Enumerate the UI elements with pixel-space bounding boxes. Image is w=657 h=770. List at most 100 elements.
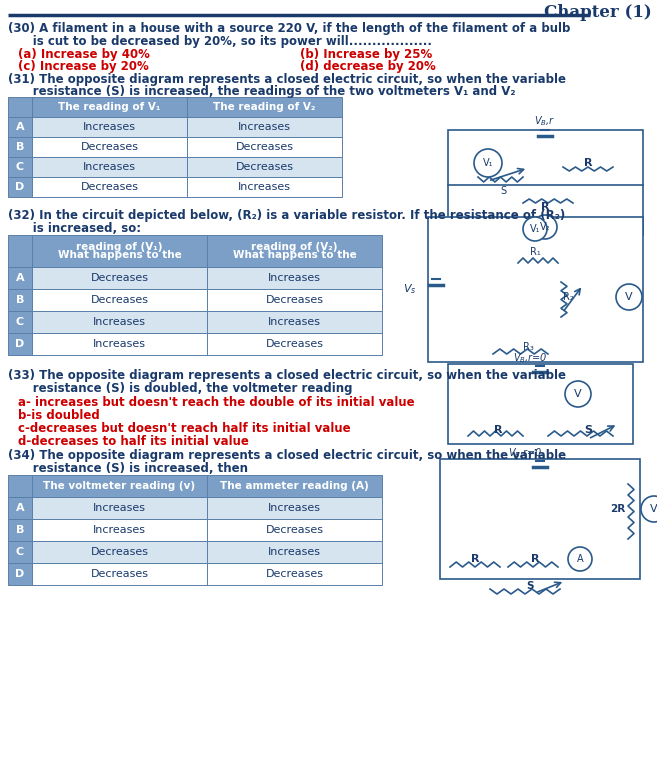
- FancyBboxPatch shape: [32, 177, 187, 197]
- Text: Decreases: Decreases: [265, 525, 323, 535]
- Text: V: V: [625, 292, 633, 302]
- Text: (33) The opposite diagram represents a closed electric circuit, so when the vari: (33) The opposite diagram represents a c…: [8, 369, 566, 382]
- FancyBboxPatch shape: [32, 117, 187, 137]
- Text: Increases: Increases: [268, 273, 321, 283]
- FancyBboxPatch shape: [32, 157, 187, 177]
- FancyBboxPatch shape: [32, 519, 207, 541]
- Text: is cut to be decreased by 20%, so its power will..................: is cut to be decreased by 20%, so its po…: [8, 35, 432, 48]
- Text: resistance (S) is doubled, the voltmeter reading: resistance (S) is doubled, the voltmeter…: [8, 382, 353, 395]
- FancyBboxPatch shape: [187, 157, 342, 177]
- Text: The voltmeter reading (v): The voltmeter reading (v): [43, 481, 196, 491]
- Text: Increases: Increases: [83, 162, 136, 172]
- Text: C: C: [16, 547, 24, 557]
- Text: D: D: [15, 339, 24, 349]
- Text: A: A: [16, 122, 24, 132]
- Text: Decreases: Decreases: [81, 182, 139, 192]
- FancyBboxPatch shape: [207, 519, 382, 541]
- Text: (c) Increase by 20%: (c) Increase by 20%: [18, 60, 148, 73]
- FancyBboxPatch shape: [187, 97, 342, 117]
- Text: Increases: Increases: [93, 317, 146, 327]
- Text: The ammeter reading (A): The ammeter reading (A): [220, 481, 369, 491]
- FancyBboxPatch shape: [32, 497, 207, 519]
- Circle shape: [568, 547, 592, 571]
- FancyBboxPatch shape: [32, 137, 187, 157]
- FancyBboxPatch shape: [32, 267, 207, 289]
- FancyBboxPatch shape: [8, 157, 32, 177]
- FancyBboxPatch shape: [187, 117, 342, 137]
- Bar: [428, 217, 643, 362]
- Text: Decreases: Decreases: [91, 295, 148, 305]
- Text: The reading of V₂: The reading of V₂: [214, 102, 315, 112]
- Text: S: S: [526, 581, 533, 591]
- FancyBboxPatch shape: [32, 333, 207, 355]
- Text: (32) In the circuit depicted below, (R₂) is a variable resistor. If the resistan: (32) In the circuit depicted below, (R₂)…: [8, 209, 565, 222]
- FancyBboxPatch shape: [32, 289, 207, 311]
- Text: C: C: [16, 162, 24, 172]
- FancyBboxPatch shape: [32, 235, 207, 267]
- Text: R₁: R₁: [530, 247, 540, 257]
- FancyBboxPatch shape: [8, 117, 32, 137]
- Text: Decreases: Decreases: [91, 273, 148, 283]
- FancyBboxPatch shape: [207, 267, 382, 289]
- Text: Decreases: Decreases: [265, 339, 323, 349]
- FancyBboxPatch shape: [8, 541, 32, 563]
- FancyBboxPatch shape: [187, 177, 342, 197]
- FancyBboxPatch shape: [8, 519, 32, 541]
- Text: Decreases: Decreases: [235, 162, 294, 172]
- Text: What happens to the: What happens to the: [233, 250, 356, 260]
- Text: R: R: [584, 158, 592, 168]
- FancyBboxPatch shape: [32, 97, 187, 117]
- Text: c-decreases but doesn't reach half its initial value: c-decreases but doesn't reach half its i…: [18, 422, 351, 435]
- Text: S: S: [500, 186, 506, 196]
- FancyBboxPatch shape: [187, 137, 342, 157]
- FancyBboxPatch shape: [32, 311, 207, 333]
- Text: Increases: Increases: [93, 525, 146, 535]
- Text: b-is doubled: b-is doubled: [18, 409, 100, 422]
- Text: $V_s$: $V_s$: [403, 282, 417, 296]
- FancyBboxPatch shape: [8, 267, 32, 289]
- Text: B: B: [16, 142, 24, 152]
- FancyBboxPatch shape: [32, 563, 207, 585]
- Text: R: R: [494, 425, 502, 435]
- Text: Decreases: Decreases: [91, 547, 148, 557]
- Text: Increases: Increases: [268, 503, 321, 513]
- FancyBboxPatch shape: [207, 289, 382, 311]
- FancyBboxPatch shape: [8, 563, 32, 585]
- Text: Increases: Increases: [238, 122, 291, 132]
- Text: (a) Increase by 40%: (a) Increase by 40%: [18, 48, 150, 61]
- Text: (31) The opposite diagram represents a closed electric circuit, so when the vari: (31) The opposite diagram represents a c…: [8, 73, 566, 86]
- Text: V: V: [650, 504, 657, 514]
- Text: What happens to the: What happens to the: [58, 250, 181, 260]
- FancyBboxPatch shape: [32, 475, 207, 497]
- Text: reading of (V₁): reading of (V₁): [76, 242, 163, 252]
- FancyBboxPatch shape: [8, 235, 32, 267]
- Text: $V_B$,r=0: $V_B$,r=0: [512, 351, 547, 365]
- Text: Decreases: Decreases: [235, 142, 294, 152]
- Text: 2R: 2R: [610, 504, 625, 514]
- Text: Increases: Increases: [83, 122, 136, 132]
- Text: V: V: [574, 389, 582, 399]
- Text: V₁: V₁: [530, 224, 540, 234]
- Text: R: R: [531, 554, 539, 564]
- FancyBboxPatch shape: [8, 137, 32, 157]
- FancyBboxPatch shape: [207, 497, 382, 519]
- Text: Decreases: Decreases: [81, 142, 139, 152]
- Text: $V_B$,r: $V_B$,r: [534, 114, 556, 128]
- FancyBboxPatch shape: [207, 563, 382, 585]
- Circle shape: [523, 217, 547, 241]
- Text: Decreases: Decreases: [91, 569, 148, 579]
- FancyBboxPatch shape: [8, 97, 32, 117]
- Text: resistance (S) is increased, then: resistance (S) is increased, then: [8, 462, 248, 475]
- FancyBboxPatch shape: [8, 475, 32, 497]
- Text: Increases: Increases: [93, 503, 146, 513]
- Text: D: D: [15, 569, 24, 579]
- Text: A: A: [16, 503, 24, 513]
- Text: R₂: R₂: [562, 292, 574, 302]
- Text: d-decreases to half its initial value: d-decreases to half its initial value: [18, 435, 249, 448]
- Text: V₁: V₁: [483, 158, 493, 168]
- FancyBboxPatch shape: [207, 475, 382, 497]
- Text: reading of (V₂): reading of (V₂): [251, 242, 338, 252]
- Text: Increases: Increases: [268, 547, 321, 557]
- Text: (d) decrease by 20%: (d) decrease by 20%: [300, 60, 436, 73]
- FancyBboxPatch shape: [8, 311, 32, 333]
